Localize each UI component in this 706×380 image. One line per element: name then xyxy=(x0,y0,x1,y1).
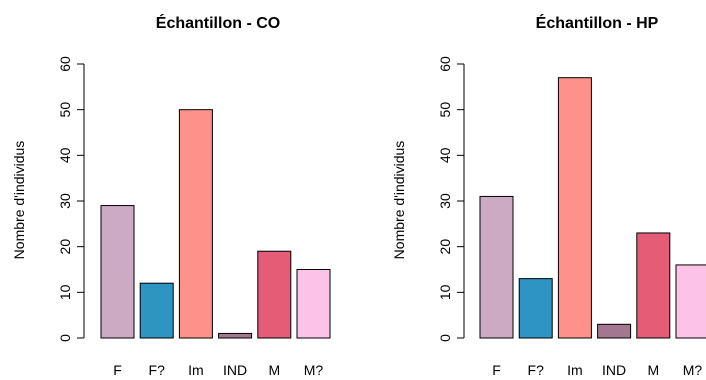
y-axis-label: Nombre d'individus xyxy=(11,141,27,260)
x-tick-label: M xyxy=(647,362,659,378)
bar-m xyxy=(257,250,292,339)
bar-f xyxy=(100,205,135,339)
x-tick-label: M xyxy=(268,362,280,378)
y-tick-label: 10 xyxy=(437,284,453,300)
bar-fq xyxy=(518,278,553,339)
y-axis: 0 10 20 30 40 50 60 xyxy=(437,56,465,342)
bar-group xyxy=(100,109,331,339)
bar-im xyxy=(557,77,592,339)
chart-title: Échantillon - HP xyxy=(536,13,659,32)
bar-fq xyxy=(139,282,174,339)
y-tick-label: 30 xyxy=(57,193,73,209)
y-axis-label: Nombre d'individus xyxy=(391,141,407,260)
y-tick-label: 10 xyxy=(57,284,73,300)
x-tick-label: IND xyxy=(602,362,626,378)
chart-title: Échantillon - CO xyxy=(156,13,280,32)
bar-ind xyxy=(597,323,632,339)
x-tick-label: Im xyxy=(567,362,583,378)
x-tick-labels: F F? Im IND M M? xyxy=(113,362,323,378)
bar-mq xyxy=(675,264,706,339)
y-tick-label: 40 xyxy=(437,147,453,163)
y-tick-label: 50 xyxy=(57,102,73,118)
bar-m xyxy=(636,232,671,339)
x-tick-labels: F F? Im IND M M? xyxy=(492,362,702,378)
x-tick-label: F xyxy=(113,362,122,378)
bar-im xyxy=(178,109,213,339)
chart-panel-co: Échantillon - CO Nombre d'individus 0 10 2… xyxy=(11,13,331,378)
y-tick-label: 40 xyxy=(57,147,73,163)
bar-ind xyxy=(218,332,253,339)
y-tick-label: 60 xyxy=(437,56,453,72)
x-tick-label: M? xyxy=(304,362,324,378)
x-tick-label: Im xyxy=(188,362,204,378)
y-tick-label: 50 xyxy=(437,102,453,118)
bar-group xyxy=(479,77,706,339)
y-tick-label: 30 xyxy=(437,193,453,209)
x-tick-label: F xyxy=(492,362,501,378)
y-tick-label: 0 xyxy=(437,334,453,342)
y-tick-label: 0 xyxy=(57,334,73,342)
bar-mq xyxy=(296,269,331,339)
y-tick-label: 20 xyxy=(57,239,73,255)
x-tick-label: F? xyxy=(528,362,545,378)
x-tick-label: IND xyxy=(223,362,247,378)
chart-panel-hp: Échantillon - HP Nombre d'individus 0 10 2… xyxy=(391,13,706,378)
y-axis: 0 10 20 30 40 50 60 xyxy=(57,56,85,342)
x-tick-label: F? xyxy=(149,362,166,378)
x-tick-label: M? xyxy=(683,362,703,378)
y-tick-label: 60 xyxy=(57,56,73,72)
bar-f xyxy=(479,195,514,339)
y-tick-label: 20 xyxy=(437,239,453,255)
